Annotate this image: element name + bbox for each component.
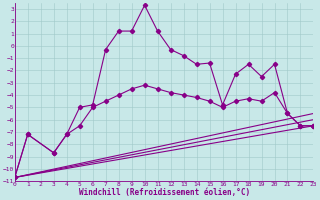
X-axis label: Windchill (Refroidissement éolien,°C): Windchill (Refroidissement éolien,°C)	[78, 188, 250, 197]
